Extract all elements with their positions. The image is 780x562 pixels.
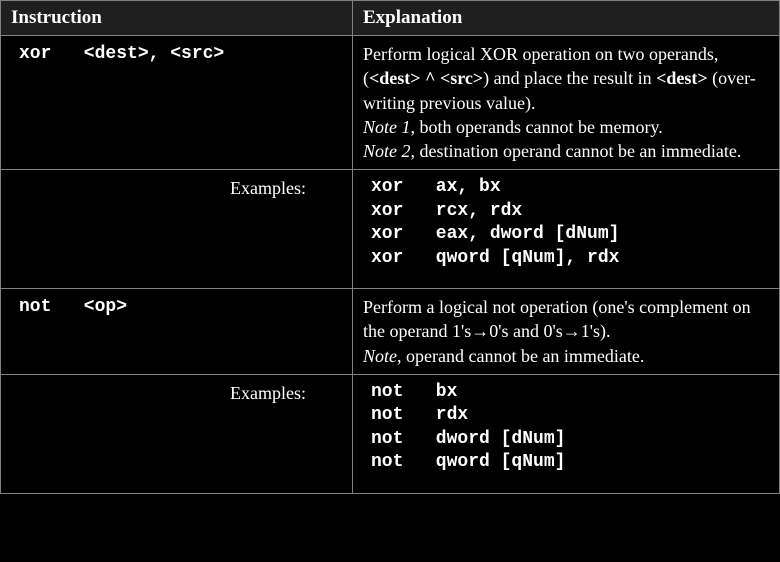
instruction-cell: xor <dest>, <src> [1,36,353,170]
table-row: not <op> Perform a logical not operation… [1,289,780,375]
explanation-cell: Perform a logical not operation (one's c… [353,289,780,375]
code-cell: xor ax, bx xor rcx, rdx xor eax, dword [… [353,170,780,289]
instruction-cell: not <op> [1,289,353,375]
examples-label: Examples: [1,170,353,289]
header-instruction: Instruction [1,1,353,36]
instruction-table: Instruction Explanation xor <dest>, <src… [0,0,780,494]
table-row: Examples: xor ax, bx xor rcx, rdx xor ea… [1,170,780,289]
explanation-cell: Perform logical XOR operation on two ope… [353,36,780,170]
table-header-row: Instruction Explanation [1,1,780,36]
code-cell: not bx not rdx not dword [dNum] not qwor… [353,374,780,493]
table-row: xor <dest>, <src> Perform logical XOR op… [1,36,780,170]
examples-label: Examples: [1,374,353,493]
table-row: Examples: not bx not rdx not dword [dNum… [1,374,780,493]
header-explanation: Explanation [353,1,780,36]
